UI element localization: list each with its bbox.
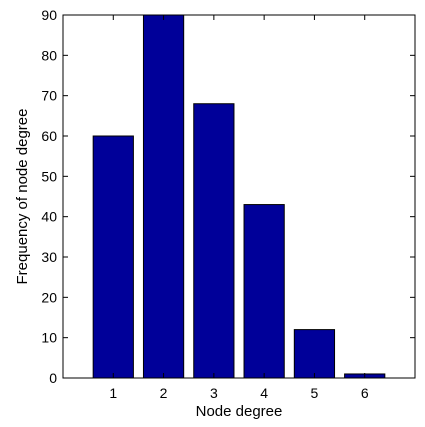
y-axis: 0 10 20 30 40 50 60 70 80 90 [41, 7, 415, 386]
y-tick-label: 20 [41, 289, 57, 305]
x-tick-label: 4 [260, 385, 268, 401]
y-tick-label: 60 [41, 128, 57, 144]
x-tick-label: 3 [210, 385, 218, 401]
x-tick-label: 6 [361, 385, 369, 401]
bars-group [92, 14, 386, 379]
x-tick-label: 5 [311, 385, 319, 401]
bar-1 [92, 135, 134, 379]
bar-5 [293, 329, 336, 379]
x-axis-label: Node degree [196, 403, 283, 420]
x-axis: 1 2 3 4 5 6 [109, 15, 369, 401]
y-tick-label: 40 [41, 209, 57, 225]
plot-area-frame [62, 14, 416, 379]
bar-4 [243, 204, 285, 379]
y-tick-label: 30 [41, 249, 57, 265]
y-tick-label: 90 [41, 7, 57, 23]
bar-2 [142, 14, 185, 379]
x-tick-label: 2 [160, 385, 168, 401]
y-tick-label: 50 [41, 168, 57, 184]
bar-3 [193, 103, 235, 379]
y-tick-label: 80 [41, 47, 57, 63]
y-tick-label: 70 [41, 88, 57, 104]
y-tick-label: 0 [49, 370, 57, 386]
y-tick-label: 10 [41, 330, 57, 346]
x-tick-label: 1 [109, 385, 117, 401]
y-axis-label: Frequency of node degree [14, 109, 31, 285]
